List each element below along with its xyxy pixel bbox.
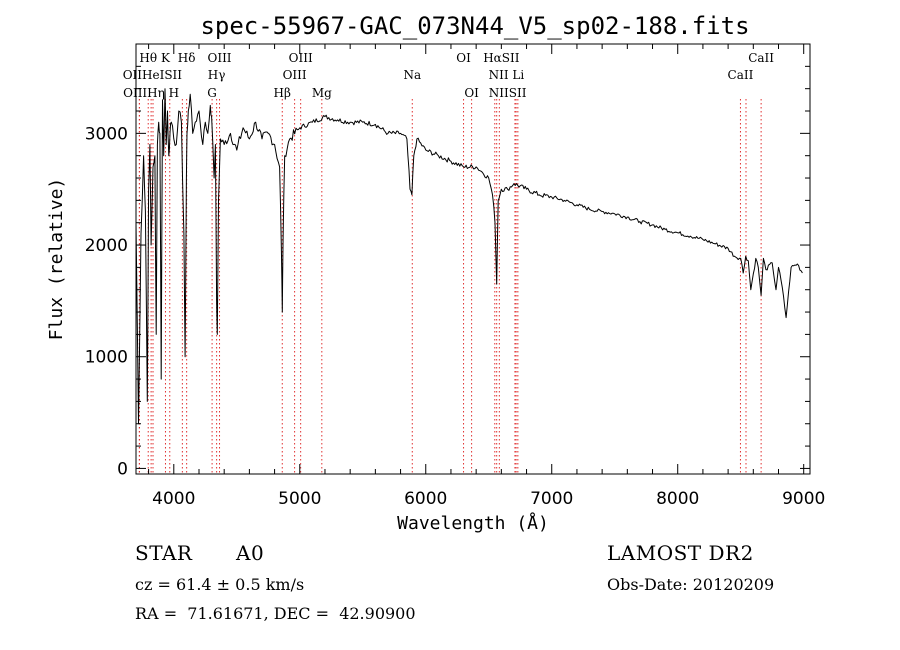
- object-type: STAR: [135, 541, 193, 565]
- line-label-2-4: OI: [464, 86, 479, 100]
- observation-date: Obs-Date: 20120209: [607, 575, 775, 594]
- line-label-2-5: NIISII: [489, 86, 527, 100]
- spectrum-line-0: [135, 88, 803, 425]
- redshift-cz: cz = 61.4 ± 0.5 km/s: [135, 575, 305, 594]
- line-label-2-3: Mg: [312, 86, 332, 100]
- x-tick-label-1: 5000: [278, 489, 321, 509]
- x-axis-label: Wavelength (Å): [397, 512, 549, 534]
- chart-title: spec-55967-GAC_073N44_V5_sp02-188.fits: [200, 12, 749, 40]
- spectral-subclass: A0: [236, 541, 265, 565]
- x-tick-label-2: 6000: [404, 489, 447, 509]
- coordinates: RA = 71.61671, DEC = 42.90900: [135, 604, 416, 623]
- line-label-1-3: Na: [403, 68, 421, 82]
- x-tick-label-5: 9000: [782, 489, 825, 509]
- line-label-1-0: OIIHeISII: [123, 68, 183, 82]
- line-label-0-4: OIII: [289, 51, 313, 65]
- x-tick-label-0: 4000: [152, 489, 195, 509]
- spectral-line-labels: Hθ K Hδ OIII OIII OI HαSII CaII OIIHeISII Hγ OIII N…: [123, 51, 775, 100]
- line-label-0-7: CaII: [748, 51, 774, 65]
- x-tick-label-3: 7000: [530, 489, 573, 509]
- line-label-0-2: Hδ: [178, 51, 196, 65]
- line-label-2-2: Hβ: [274, 86, 291, 100]
- y-axis: 0 1000 2000 3000: [85, 65, 810, 479]
- survey-name: LAMOST DR2: [607, 541, 754, 565]
- line-label-0-5: OI: [456, 51, 471, 65]
- line-label-1-1: Hγ: [208, 68, 226, 82]
- plot-frame: [135, 43, 811, 475]
- line-label-1-4: NII Li: [489, 68, 525, 82]
- x-axis: 4000 5000 6000 7000 8000 9000: [148, 44, 825, 509]
- y-tick-label-0: 0: [117, 459, 128, 479]
- line-label-1-5: CaII: [728, 68, 754, 82]
- spectrum-series: [135, 88, 803, 425]
- line-label-1-2: OIII: [283, 68, 307, 82]
- line-label-0-0: Hθ: [139, 51, 157, 65]
- line-label-2-0: OIIIHη H: [123, 86, 179, 100]
- y-axis-label: Flux (relative): [46, 178, 67, 341]
- line-label-0-3: OIII: [207, 51, 231, 65]
- line-label-0-6: HαSII: [483, 51, 520, 65]
- line-label-2-1: G: [207, 86, 217, 100]
- y-tick-label-3: 3000: [85, 124, 128, 144]
- line-label-0-1: K: [161, 51, 171, 65]
- y-tick-label-2: 2000: [85, 236, 128, 256]
- spectral-line-markers: [138, 99, 762, 474]
- x-tick-label-4: 8000: [656, 489, 699, 509]
- y-tick-label-1: 1000: [85, 348, 128, 368]
